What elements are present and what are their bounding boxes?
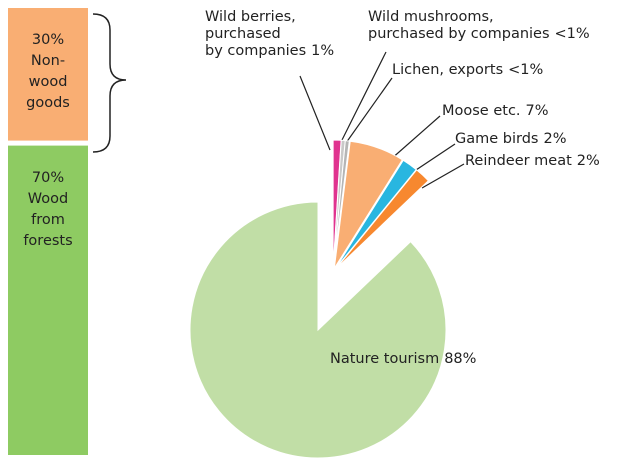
slice-label: Game birds 2% (455, 131, 567, 148)
value-label: 2% (576, 153, 600, 169)
pie-slice (189, 201, 447, 459)
slice-label: Nature tourism 88% (330, 351, 476, 368)
leader-line (340, 77, 393, 151)
value-label: 1% (311, 43, 335, 59)
leader-lines (299, 51, 465, 189)
slice-label: Lichen, exports <1% (392, 62, 543, 79)
slice-label: Moose etc. 7% (442, 103, 549, 120)
category-label: Wild mushrooms, purchased by companies (368, 9, 550, 42)
pie-slice (334, 159, 417, 270)
bar-label: 70% Wood from forests (17, 168, 79, 252)
leader-line (409, 143, 456, 175)
bar-label: 30% Non-wood goods (17, 30, 79, 114)
category-label: Reindeer meat (465, 153, 572, 169)
pie-slice (332, 140, 350, 269)
leader-line (421, 163, 465, 189)
slice-label: Reindeer meat 2% (465, 153, 600, 170)
brace (92, 13, 127, 153)
value-label: 88% (444, 351, 477, 367)
pie-slice (335, 169, 430, 270)
slice-label: Wild mushrooms, purchased by companies <1… (368, 9, 590, 43)
value-label: 70% (31, 169, 65, 186)
value-label: 2% (543, 131, 567, 147)
category-label: Nature tourism (330, 351, 440, 367)
value-label: 30% (31, 32, 65, 48)
bar-segment (8, 145, 88, 455)
category-label: Lichen, exports (392, 62, 504, 78)
series-name: Non-wood goods (26, 53, 70, 111)
leader-line (299, 75, 331, 151)
value-label: 7% (525, 103, 549, 119)
value-label: <1% (554, 26, 590, 42)
category-label: Wild berries, purchased by companies (205, 9, 307, 59)
pie-slice (333, 140, 404, 269)
slice-label: Wild berries, purchased by companies 1% (205, 9, 334, 60)
category-label: Game birds (455, 131, 539, 147)
leader-line (389, 115, 441, 161)
leader-line (336, 51, 387, 151)
value-label: <1% (508, 62, 544, 78)
category-label: Moose etc. (442, 103, 521, 119)
bar-segment (8, 8, 88, 141)
series-name: Wood from forests (23, 190, 73, 249)
